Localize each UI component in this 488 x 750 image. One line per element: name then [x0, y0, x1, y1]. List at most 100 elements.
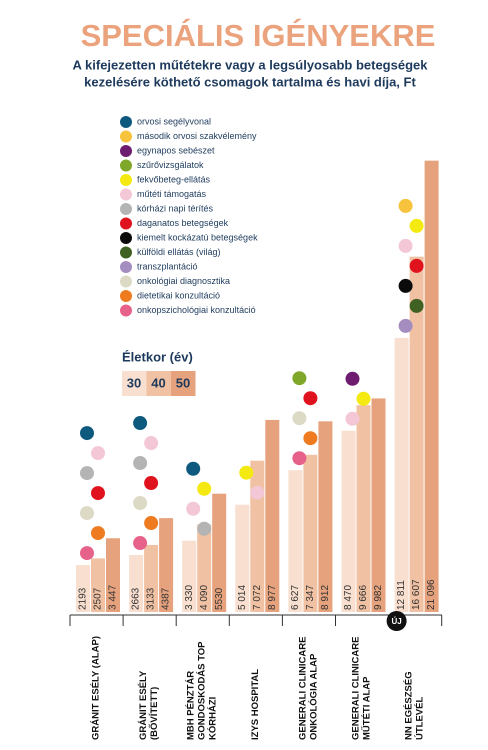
- service-dot: [133, 456, 148, 471]
- bar: [182, 540, 197, 612]
- bar: [371, 398, 386, 612]
- legend-label: műtéti támogatás: [137, 189, 207, 199]
- legend-label: daganatos betegségek: [137, 218, 229, 228]
- service-dot: [197, 521, 212, 536]
- x-tick-label: GENERALI CLINICARE: [297, 637, 308, 740]
- bar: [356, 405, 371, 612]
- value-label: 2663: [131, 587, 142, 610]
- age-label: 50: [176, 375, 190, 390]
- value-label: 5 014: [237, 585, 248, 610]
- legend-marker: [120, 261, 132, 273]
- legend-label: fekvőbeteg-ellátás: [137, 174, 211, 184]
- service-dot: [144, 516, 159, 531]
- bar: [265, 419, 280, 612]
- legend-label: onkopszichológiai konzultáció: [137, 305, 256, 315]
- service-dot: [91, 446, 105, 461]
- age-legend-title: Életkor (év): [122, 349, 193, 364]
- value-label: 4387: [161, 587, 172, 610]
- subtitle: A kifejezetten műtétekre vagy a legsúlyo…: [73, 57, 429, 72]
- bar: [318, 421, 333, 612]
- value-label: 8 977: [267, 585, 278, 610]
- value-label: 7 072: [252, 585, 263, 610]
- legend-label: külföldi ellátás (világ): [137, 247, 221, 257]
- bar: [341, 430, 356, 612]
- service-dot: [398, 278, 413, 293]
- x-tick-label: KÓRHÁZI: [207, 697, 219, 740]
- service-dot: [409, 218, 424, 233]
- service-dot: [345, 411, 360, 426]
- bar: [303, 454, 318, 612]
- service-dot: [356, 391, 371, 406]
- value-label: 6 627: [290, 585, 301, 610]
- service-dot: [398, 238, 413, 253]
- legend-marker: [120, 217, 132, 230]
- value-label: 3 330: [184, 585, 195, 610]
- service-dot: [303, 391, 318, 406]
- value-label: 3 447: [108, 585, 119, 610]
- service-dot: [409, 258, 424, 273]
- value-label: 7 347: [305, 585, 316, 610]
- bar: [288, 470, 303, 612]
- legend-label: kórházi napi térítés: [137, 203, 214, 213]
- x-tick-label: GRÁNIT ESÉLY: [138, 670, 149, 740]
- value-label: 9 666: [358, 585, 369, 610]
- age-swatch: [146, 371, 171, 396]
- x-tick-label: MBH PÉNZTÁR: [186, 671, 197, 740]
- service-dot: [80, 546, 94, 561]
- legend-label: egynapos sebészet: [137, 145, 215, 155]
- service-dot: [409, 298, 424, 313]
- bar: [409, 256, 424, 612]
- legend-marker: [120, 174, 132, 186]
- bar: [235, 504, 250, 612]
- bar: [424, 160, 439, 612]
- chart-title: SPECIÁLIS IGÉNYEKRE: [81, 18, 436, 53]
- x-tick-label: GONDOSKODÁS TOP: [197, 641, 208, 740]
- subtitle: kezelésére köthető csomagok tartalma és …: [84, 74, 416, 89]
- x-tick-label: GRÁNIT ESÉLY (ALAP): [91, 636, 102, 740]
- x-tick-label: GENERALI CLINICARE: [351, 637, 362, 740]
- service-dot: [303, 431, 318, 446]
- service-dot: [239, 465, 254, 480]
- legend-marker: [120, 246, 132, 259]
- value-label: 8 912: [320, 585, 331, 610]
- value-label: 4 090: [199, 585, 210, 610]
- legend-label: szűrővizsgálatok: [137, 160, 204, 170]
- x-tick-label: ONKOLÓGIA ALAP: [307, 653, 319, 740]
- age-swatch: [171, 371, 196, 396]
- legend-marker: [120, 290, 132, 302]
- service-dot: [91, 486, 105, 501]
- service-dot: [133, 536, 148, 551]
- legend-label: transzplantáció: [137, 261, 198, 271]
- legend-marker: [120, 145, 132, 157]
- bar: [129, 555, 144, 612]
- legend-marker: [120, 304, 132, 317]
- legend-marker: [120, 275, 132, 288]
- bar: [212, 493, 227, 612]
- value-label: 8 470: [343, 585, 354, 610]
- age-label: 40: [151, 375, 165, 390]
- service-dot: [345, 371, 360, 386]
- service-dot: [80, 426, 94, 441]
- value-label: 9 982: [373, 585, 384, 610]
- service-dot: [144, 476, 159, 491]
- bar: [197, 524, 212, 612]
- value-label: 2193: [78, 587, 89, 610]
- x-tick-label: NN EGÉSZSÉG: [404, 671, 415, 740]
- bar: [91, 558, 105, 612]
- service-dot: [398, 318, 413, 333]
- legend-marker: [120, 116, 132, 128]
- value-label: 12 811: [396, 580, 407, 610]
- legend-marker: [120, 130, 132, 143]
- service-dot: [250, 485, 265, 500]
- x-tick-label: IZYS HOSPITAL: [250, 669, 261, 740]
- service-dot: [144, 436, 159, 451]
- x-tick-label: (BŐVÍTETT): [148, 687, 160, 740]
- legend-label: második orvosi szakvélemény: [137, 131, 257, 141]
- bar: [159, 518, 174, 612]
- service-dot: [398, 198, 413, 213]
- legend-marker: [120, 188, 132, 201]
- service-dot: [292, 451, 307, 466]
- service-dot: [292, 411, 307, 426]
- service-dot: [80, 466, 94, 481]
